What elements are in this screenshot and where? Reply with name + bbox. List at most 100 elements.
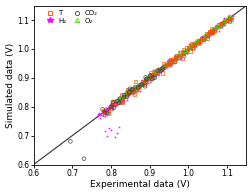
Point (151, 74, 155, 77)
Point (144, 79, 148, 82)
Point (170, 58, 174, 61)
Point (181, 51, 185, 55)
Point (212, 30, 216, 33)
Point (203, 34, 207, 37)
Point (195, 39, 199, 43)
Point (169, 58, 173, 61)
Point (192, 44, 196, 47)
Point (125, 92, 129, 95)
Point (144, 81, 148, 84)
Point (156, 68, 161, 71)
Point (142, 83, 146, 86)
Point (137, 84, 141, 87)
Point (188, 47, 193, 50)
Point (193, 43, 197, 46)
Point (211, 31, 215, 34)
Point (215, 26, 219, 29)
Point (163, 65, 167, 68)
Point (190, 44, 194, 47)
Point (199, 36, 203, 39)
Point (208, 33, 212, 36)
Point (128, 88, 132, 91)
Point (132, 86, 136, 90)
Point (136, 84, 140, 87)
Point (148, 78, 152, 81)
Point (130, 91, 134, 94)
Point (125, 91, 129, 94)
Point (131, 88, 135, 91)
Point (221, 22, 225, 25)
Point (194, 41, 198, 44)
Point (133, 89, 137, 92)
Point (175, 55, 179, 58)
Point (103, 115, 107, 118)
Point (126, 91, 130, 95)
Point (123, 92, 127, 95)
Point (142, 79, 146, 82)
Point (176, 56, 180, 59)
Point (203, 35, 207, 38)
Point (197, 39, 201, 42)
Point (150, 78, 154, 81)
Point (220, 25, 224, 28)
Point (110, 101, 114, 104)
Point (193, 43, 197, 47)
Point (210, 31, 214, 34)
Point (159, 71, 163, 74)
Point (153, 76, 157, 79)
Point (168, 61, 172, 64)
Point (136, 86, 140, 89)
Point (173, 56, 177, 59)
Point (138, 89, 142, 92)
Point (201, 38, 205, 42)
Point (130, 90, 134, 93)
Point (190, 44, 194, 47)
Point (186, 47, 190, 50)
Point (142, 80, 146, 83)
Point (152, 71, 156, 74)
Point (225, 20, 229, 23)
Point (169, 60, 173, 63)
Point (205, 34, 209, 37)
Point (153, 73, 157, 76)
Point (120, 99, 124, 102)
Point (120, 98, 124, 101)
Point (183, 49, 187, 52)
Point (204, 37, 208, 40)
Point (200, 34, 204, 37)
Point (109, 103, 113, 106)
Point (199, 37, 203, 40)
Point (115, 131, 119, 134)
Point (186, 46, 190, 49)
Point (219, 20, 223, 24)
Point (149, 74, 153, 78)
Point (148, 78, 152, 81)
Point (203, 37, 207, 40)
Point (172, 61, 176, 65)
Point (220, 23, 224, 26)
Point (118, 98, 122, 101)
Point (133, 87, 137, 90)
Point (137, 84, 141, 87)
Point (155, 68, 159, 71)
Point (182, 53, 186, 56)
Point (102, 110, 106, 113)
Point (125, 98, 129, 101)
Point (127, 94, 131, 97)
Point (154, 71, 158, 74)
Point (133, 88, 137, 91)
Point (173, 60, 177, 63)
Y-axis label: Simulated data (V): Simulated data (V) (6, 42, 15, 128)
Point (208, 34, 212, 37)
Point (103, 130, 107, 133)
Point (128, 90, 132, 94)
Point (163, 66, 167, 70)
Point (132, 90, 136, 93)
Point (133, 90, 137, 93)
Point (180, 53, 184, 56)
Point (134, 84, 138, 88)
Point (191, 47, 195, 50)
Point (208, 29, 212, 32)
Point (177, 54, 181, 57)
Point (211, 29, 215, 32)
